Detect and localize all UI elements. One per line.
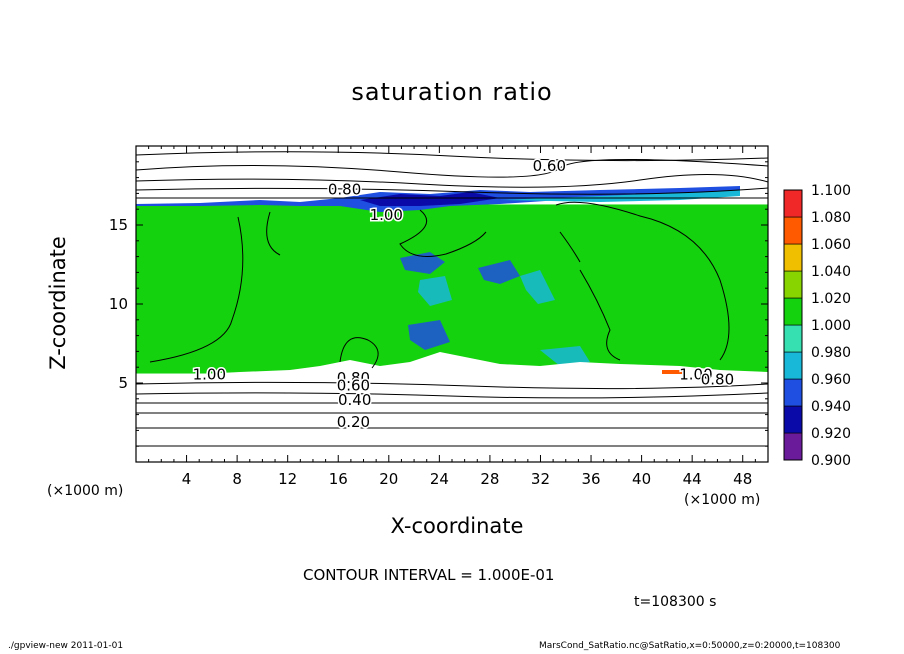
colorbar-label: 0.900 [811,453,851,469]
contour-label: 1.00 [370,206,403,224]
footer-left-text: ./gpview-new 2011-01-01 [8,641,124,651]
colorbar-swatch [783,243,803,272]
colorbar-label: 0.940 [811,399,851,415]
footer-right-text: MarsCond_SatRatio.nc@SatRatio,x=0:50000,… [539,641,841,651]
cyan-patch [418,276,452,306]
colorbar-swatch [783,405,803,434]
cyan-patch [400,252,445,274]
colorbar-label: 0.920 [811,426,851,442]
contour-line [136,151,768,162]
colorbar-label: 1.060 [811,237,851,253]
chart-title: saturation ratio [351,78,553,106]
cyan-patch [540,346,590,366]
y-tick-label: 5 [118,374,128,392]
time-stamp-text: t=108300 s [634,594,717,610]
contour-line [149,216,244,363]
cyan-patch [408,320,450,350]
contour-line [555,201,730,361]
x-unit-label-left: (×1000 m) [47,483,124,499]
contour-line [136,174,768,188]
x-tick-label: 8 [232,470,242,488]
x-axis-label: X-coordinate [390,514,524,538]
colorbar-swatch [783,351,803,380]
colorbar-swatch [783,432,803,461]
colorbar-frame [783,189,803,461]
contour-label: 0.60 [337,377,370,395]
x-tick-label: 16 [329,470,348,488]
x-tick-label: 28 [480,470,499,488]
contour-line [399,209,487,257]
contour-label: 0.60 [533,157,566,175]
contour-label: 0.80 [328,181,361,199]
x-tick-label: 24 [430,470,449,488]
y-tick-label: 15 [109,216,128,234]
cyan-patch [520,270,555,304]
contour-label: 1.00 [193,366,226,384]
contour-label: 0.80 [337,369,370,387]
y-axis-label: Z-coordinate [46,236,70,370]
x-tick-label: 36 [581,470,600,488]
contour-line [136,381,768,390]
colorbar-label: 0.960 [811,372,851,388]
colorbar-label: 0.980 [811,345,851,361]
undersaturated-core-top [360,192,500,206]
contour-interval-text: CONTOUR INTERVAL = 1.000E-01 [303,566,555,584]
colorbar-swatch [783,297,803,326]
contour-line [136,187,768,195]
colorbar-label: 1.100 [811,183,851,199]
lower-boundary-mask [136,352,768,378]
colorbar-label: 1.080 [811,210,851,226]
colorbar-swatch [783,324,803,353]
contour-line [339,337,379,369]
contour-line [136,392,768,399]
saturated-region-fill [136,204,768,374]
colorbar-label: 1.040 [811,264,851,280]
contour-label: 0.40 [338,391,371,409]
x-tick-label: 12 [278,470,297,488]
x-tick-label: 40 [632,470,651,488]
contour-label: 1.00 [679,366,712,384]
y-tick-label: 10 [109,295,128,313]
colorbar-label: 1.000 [811,318,851,334]
colorbar-swatch [783,378,803,407]
contour-line [266,211,281,256]
colorbar-swatch [783,189,803,218]
contour-label: 0.80 [701,370,734,388]
supersaturated-spot [662,370,686,374]
x-tick-label: 4 [182,470,192,488]
colorbar-label: 1.020 [811,291,851,307]
contour-line [136,158,768,178]
colorbar-swatch [783,270,803,299]
contour-line [579,269,621,361]
x-tick-label: 44 [683,470,702,488]
x-tick-label: 48 [733,470,752,488]
colorbar-swatch [783,216,803,245]
cyan-patch [478,260,520,284]
contour-label: 0.20 [337,413,370,431]
x-unit-label-right: (×1000 m) [684,492,761,508]
x-tick-label: 32 [531,470,550,488]
contour-line [559,231,581,263]
x-tick-label: 20 [379,470,398,488]
